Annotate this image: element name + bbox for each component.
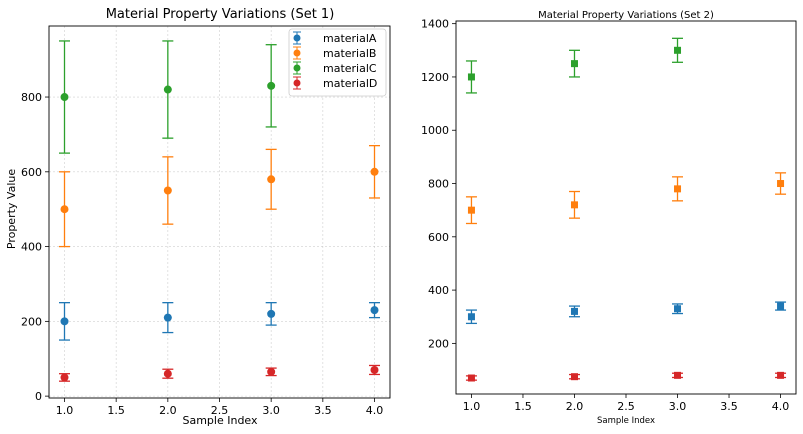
y-tick-label: 1200 <box>421 71 449 84</box>
x-tick-label: 1.5 <box>514 400 532 413</box>
x-tick-label: 1.0 <box>56 404 74 417</box>
series-materialD <box>59 364 380 382</box>
y-tick-label: 1000 <box>421 124 449 137</box>
data-point <box>163 313 172 322</box>
chart-set-2: Material Property Variations (Set 2) Sam… <box>421 10 797 426</box>
data-point <box>60 93 69 102</box>
data-point <box>777 302 785 310</box>
data-point <box>467 73 475 81</box>
y-tick-label: 400 <box>428 284 449 297</box>
data-point <box>163 186 172 195</box>
series-series-1 <box>465 172 787 225</box>
y-tick-label: 600 <box>21 166 42 179</box>
data-point <box>570 307 578 315</box>
series-series-3 <box>465 371 787 382</box>
legend-label: materialC <box>323 62 377 75</box>
data-point <box>163 85 172 94</box>
x-tick-label: 3.0 <box>262 404 280 417</box>
x-tick-label: 2.0 <box>566 400 584 413</box>
chart-title: Material Property Variations (Set 1) <box>106 7 335 22</box>
data-point <box>570 60 578 68</box>
chart-title: Material Property Variations (Set 2) <box>538 10 714 21</box>
data-point <box>370 167 379 176</box>
y-tick-label: 1400 <box>421 18 449 31</box>
y-tick-label: 800 <box>428 178 449 191</box>
data-point <box>267 175 276 184</box>
data-point <box>370 365 379 374</box>
x-tick-label: 3.5 <box>720 400 738 413</box>
data-point <box>674 305 682 313</box>
data-point <box>570 201 578 209</box>
x-tick-label: 4.0 <box>772 400 790 413</box>
y-tick-label: 0 <box>35 390 42 403</box>
data-point <box>674 371 682 379</box>
data-point <box>467 313 475 321</box>
y-tick-label: 200 <box>21 315 42 328</box>
data-point <box>674 46 682 54</box>
plot-frame <box>455 20 797 395</box>
data-point <box>570 373 578 381</box>
data-point <box>60 205 69 214</box>
data-point <box>467 374 475 382</box>
legend-marker <box>293 64 301 72</box>
chart-set-1: Material Property Variations (Set 1) Sam… <box>5 7 391 427</box>
series-series-2 <box>465 37 684 94</box>
y-tick-label: 400 <box>21 241 42 254</box>
series-materialA <box>59 302 380 341</box>
legend-label: materialA <box>323 32 377 45</box>
legend-box <box>288 28 387 97</box>
series-series-4 <box>369 144 380 199</box>
x-tick-label: 2.5 <box>211 404 229 417</box>
data-point <box>163 369 172 378</box>
series-series-0 <box>465 301 787 325</box>
legend-entry-materialA: materialA <box>293 31 377 45</box>
series-materialC <box>59 40 277 154</box>
x-tick-label: 1.5 <box>107 404 125 417</box>
x-tick-label: 3.5 <box>314 404 332 417</box>
x-axis-label: Sample Index <box>182 414 258 427</box>
data-point <box>674 185 682 193</box>
data-point <box>777 180 785 188</box>
legend-label: materialD <box>323 77 377 90</box>
data-point <box>370 306 379 315</box>
series-materialB <box>59 148 277 248</box>
x-axis-label: Sample Index <box>597 416 655 426</box>
x-tick-label: 4.0 <box>366 404 384 417</box>
y-tick-label: 200 <box>428 337 449 350</box>
x-tick-label: 1.0 <box>463 400 481 413</box>
data-point <box>60 317 69 326</box>
data-point <box>267 81 276 90</box>
x-tick-label: 3.0 <box>669 400 687 413</box>
y-tick-label: 600 <box>428 231 449 244</box>
y-tick-label: 800 <box>21 91 42 104</box>
legend-entry-materialD: materialD <box>293 76 377 90</box>
legend: materialA materialB materialC <box>288 28 387 97</box>
legend-marker <box>293 34 301 42</box>
data-point <box>467 206 475 214</box>
x-tick-label: 2.0 <box>159 404 177 417</box>
legend-entry-materialC: materialC <box>293 61 377 75</box>
legend-label: materialB <box>323 47 376 60</box>
data-point <box>777 371 785 379</box>
data-point <box>267 367 276 376</box>
data-point <box>60 373 69 382</box>
legend-entry-materialB: materialB <box>293 46 376 60</box>
legend-marker <box>293 79 301 87</box>
legend-marker <box>293 49 301 57</box>
x-tick-label: 2.5 <box>617 400 635 413</box>
y-axis-label: Property Value <box>5 169 18 249</box>
data-point <box>267 309 276 318</box>
